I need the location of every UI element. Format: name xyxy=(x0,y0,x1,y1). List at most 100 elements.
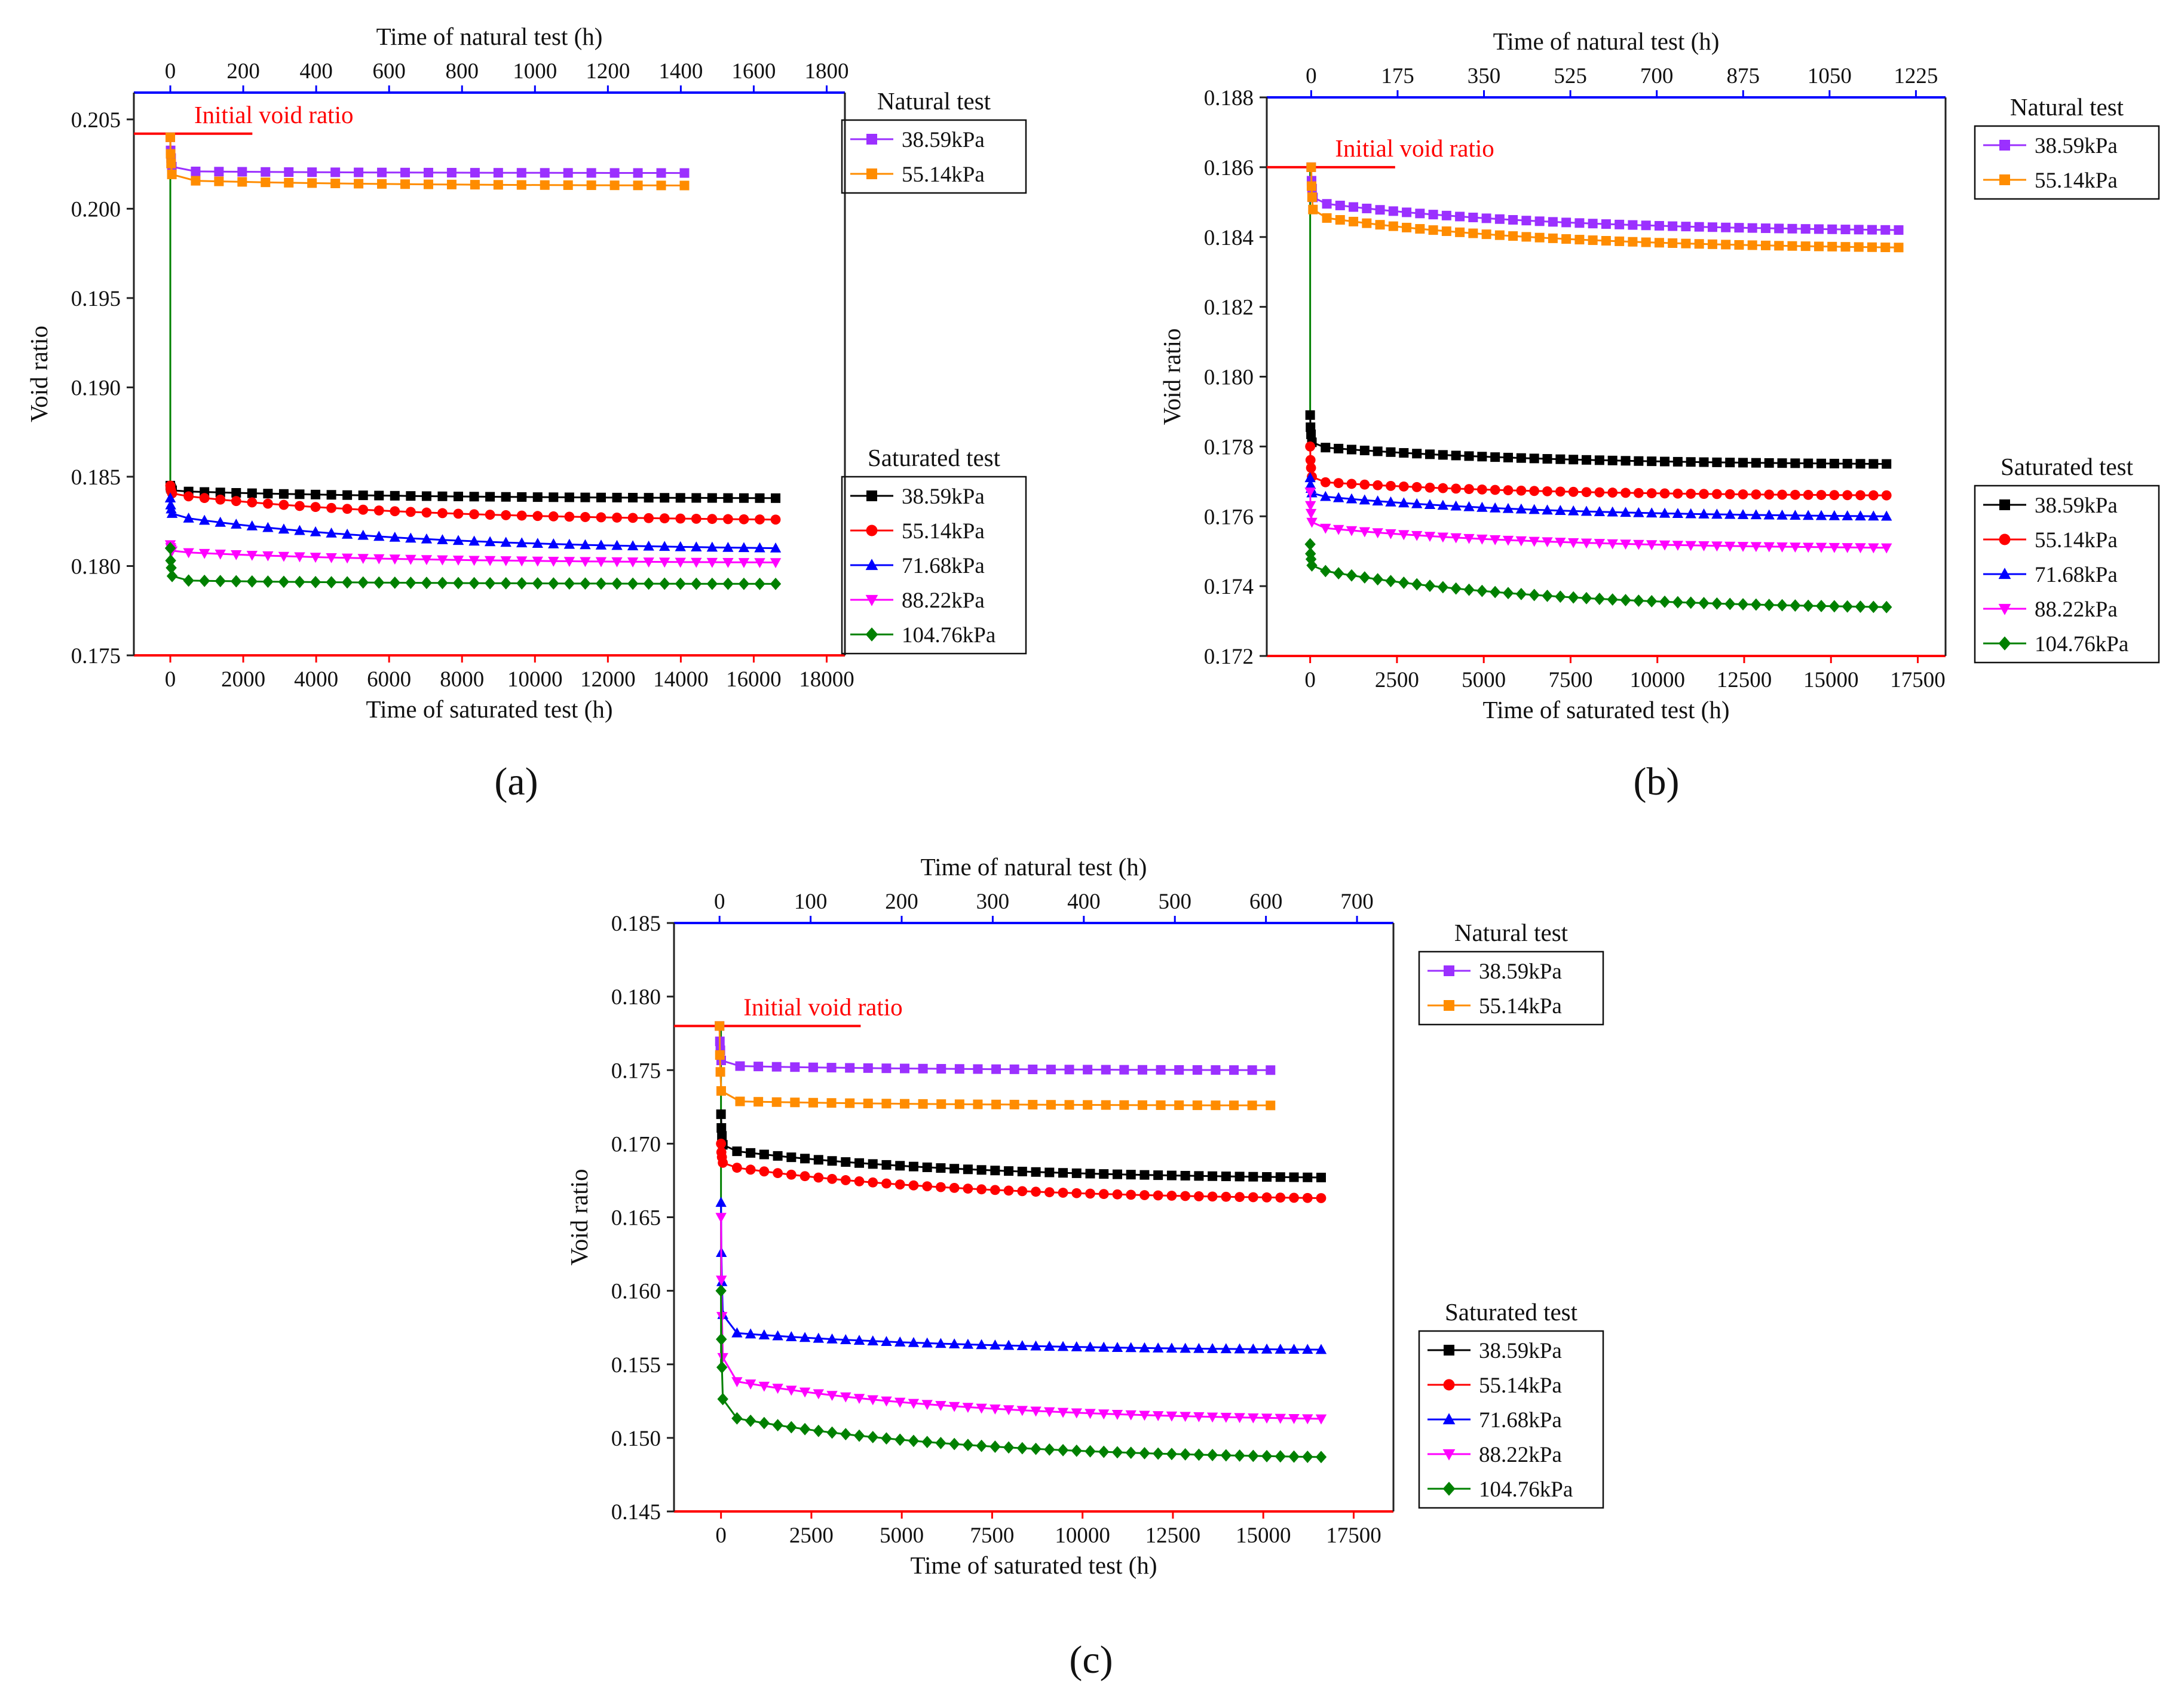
x2-tick-label: 600 xyxy=(372,59,406,84)
legend-entry-label: 88.22kPa xyxy=(902,588,985,613)
saturated-data-point xyxy=(580,492,590,502)
x2-tick-label: 1800 xyxy=(804,59,848,84)
saturated-data-point xyxy=(374,490,384,501)
saturated-data-point xyxy=(262,522,274,532)
saturated-data-point xyxy=(1044,1187,1055,1198)
natural-data-point xyxy=(1481,229,1491,240)
saturated-data-point xyxy=(1424,579,1436,592)
saturated-data-point xyxy=(405,554,416,565)
natural-data-point xyxy=(1335,200,1345,210)
saturated-data-point xyxy=(468,556,480,566)
saturated-data-point xyxy=(1044,1443,1055,1456)
saturated-series-line xyxy=(720,1202,1322,1351)
saturated-data-point xyxy=(1737,598,1749,611)
saturated-data-point xyxy=(722,514,733,525)
saturated-data-point xyxy=(881,1432,892,1445)
saturated-data-point xyxy=(564,492,574,502)
saturated-data-point xyxy=(1515,503,1527,514)
saturated-data-point xyxy=(501,492,511,502)
saturated-data-point xyxy=(935,1338,946,1348)
saturated-data-point xyxy=(1085,1409,1096,1419)
legend-entry-label: 55.14kPa xyxy=(1479,994,1562,1019)
natural-data-point xyxy=(1800,224,1811,234)
saturated-legend: Saturated test 38.59kPa 55.14kPa 71.68kPa 88… xyxy=(1418,1298,1604,1509)
saturated-data-point xyxy=(771,493,781,503)
natural-data-point xyxy=(1681,222,1691,232)
saturated-data-point xyxy=(1139,1410,1150,1421)
natural-data-point xyxy=(446,168,457,178)
saturated-data-point xyxy=(183,548,194,559)
natural-data-point xyxy=(1229,1065,1239,1075)
natural-data-point xyxy=(330,167,341,177)
saturated-data-point xyxy=(246,575,258,588)
saturated-data-point xyxy=(1816,490,1827,500)
saturated-data-point xyxy=(1438,483,1448,493)
natural-data-point xyxy=(715,1050,725,1060)
saturated-data-point xyxy=(770,558,782,569)
saturated-data-point xyxy=(1321,443,1331,453)
saturated-data-point xyxy=(1261,1343,1273,1354)
saturated-data-point xyxy=(1346,569,1358,582)
legend-title: Natural test xyxy=(1454,919,1569,946)
saturated-data-point xyxy=(484,556,496,566)
saturated-data-point xyxy=(1098,1189,1109,1200)
saturated-data-point xyxy=(1207,1191,1218,1202)
saturated-data-point xyxy=(1724,508,1736,519)
natural-series-line xyxy=(1310,167,1899,249)
y-tick-label: 0.150 xyxy=(611,1427,661,1451)
saturated-data-point xyxy=(1194,1171,1204,1181)
natural-data-point xyxy=(1468,228,1478,238)
x2-axis-title: Time of natural test (h) xyxy=(376,23,603,50)
saturated-data-point xyxy=(1359,494,1371,505)
saturated-data-point xyxy=(1275,1344,1286,1354)
saturated-data-point xyxy=(1320,523,1331,534)
saturated-data-point xyxy=(596,512,606,523)
x-tick-label: 10000 xyxy=(1629,668,1685,692)
x-tick-label: 8000 xyxy=(440,667,484,692)
x-tick-label: 16000 xyxy=(726,667,782,692)
x-tick-label: 18000 xyxy=(799,667,854,692)
saturated-data-point xyxy=(963,1164,973,1175)
natural-data-point xyxy=(1428,210,1438,220)
saturated-data-point xyxy=(1411,498,1423,508)
saturated-data-point xyxy=(731,1377,743,1388)
legend-entry-label: 38.59kPa xyxy=(2035,134,2118,158)
saturated-data-point xyxy=(1659,488,1670,499)
saturated-data-point xyxy=(611,557,623,568)
natural-data-point xyxy=(166,132,176,142)
saturated-data-point xyxy=(1438,450,1448,460)
saturated-data-point xyxy=(1275,1413,1286,1424)
natural-data-point xyxy=(470,168,480,178)
saturated-data-point xyxy=(1672,596,1684,609)
natural-data-point xyxy=(1588,235,1598,246)
saturated-data-point xyxy=(326,553,337,563)
saturated-data-point xyxy=(675,577,686,590)
natural-data-point xyxy=(1721,240,1731,250)
saturated-data-point xyxy=(1262,1172,1272,1182)
saturated-data-point xyxy=(1437,532,1449,543)
saturated-data-point xyxy=(1528,504,1540,514)
saturated-series-0 xyxy=(1305,410,1892,469)
natural-data-point xyxy=(826,1098,837,1108)
saturated-data-point xyxy=(1555,486,1566,497)
x-tick-label: 12500 xyxy=(1145,1523,1201,1548)
saturated-data-point xyxy=(1607,455,1618,465)
saturated-data-point xyxy=(949,1183,960,1193)
saturated-data-point xyxy=(1302,1451,1313,1463)
x2-tick-label: 0 xyxy=(1306,64,1317,88)
natural-data-point xyxy=(516,168,526,178)
saturated-data-point xyxy=(405,532,416,543)
saturated-data-point xyxy=(643,540,654,551)
saturated-data-point xyxy=(1620,594,1631,606)
natural-data-point xyxy=(881,1099,892,1109)
saturated-data-point xyxy=(1764,458,1774,468)
saturated-data-point xyxy=(1305,410,1315,420)
natural-data-point xyxy=(609,180,620,191)
saturated-data-point xyxy=(840,1392,851,1403)
y-tick-label: 0.175 xyxy=(611,1059,661,1083)
saturated-data-point xyxy=(1463,501,1475,511)
saturated-data-point xyxy=(1385,575,1396,588)
saturated-data-point xyxy=(1698,541,1710,551)
x-tick-label: 2500 xyxy=(1375,668,1419,692)
saturated-data-point xyxy=(1425,482,1435,493)
